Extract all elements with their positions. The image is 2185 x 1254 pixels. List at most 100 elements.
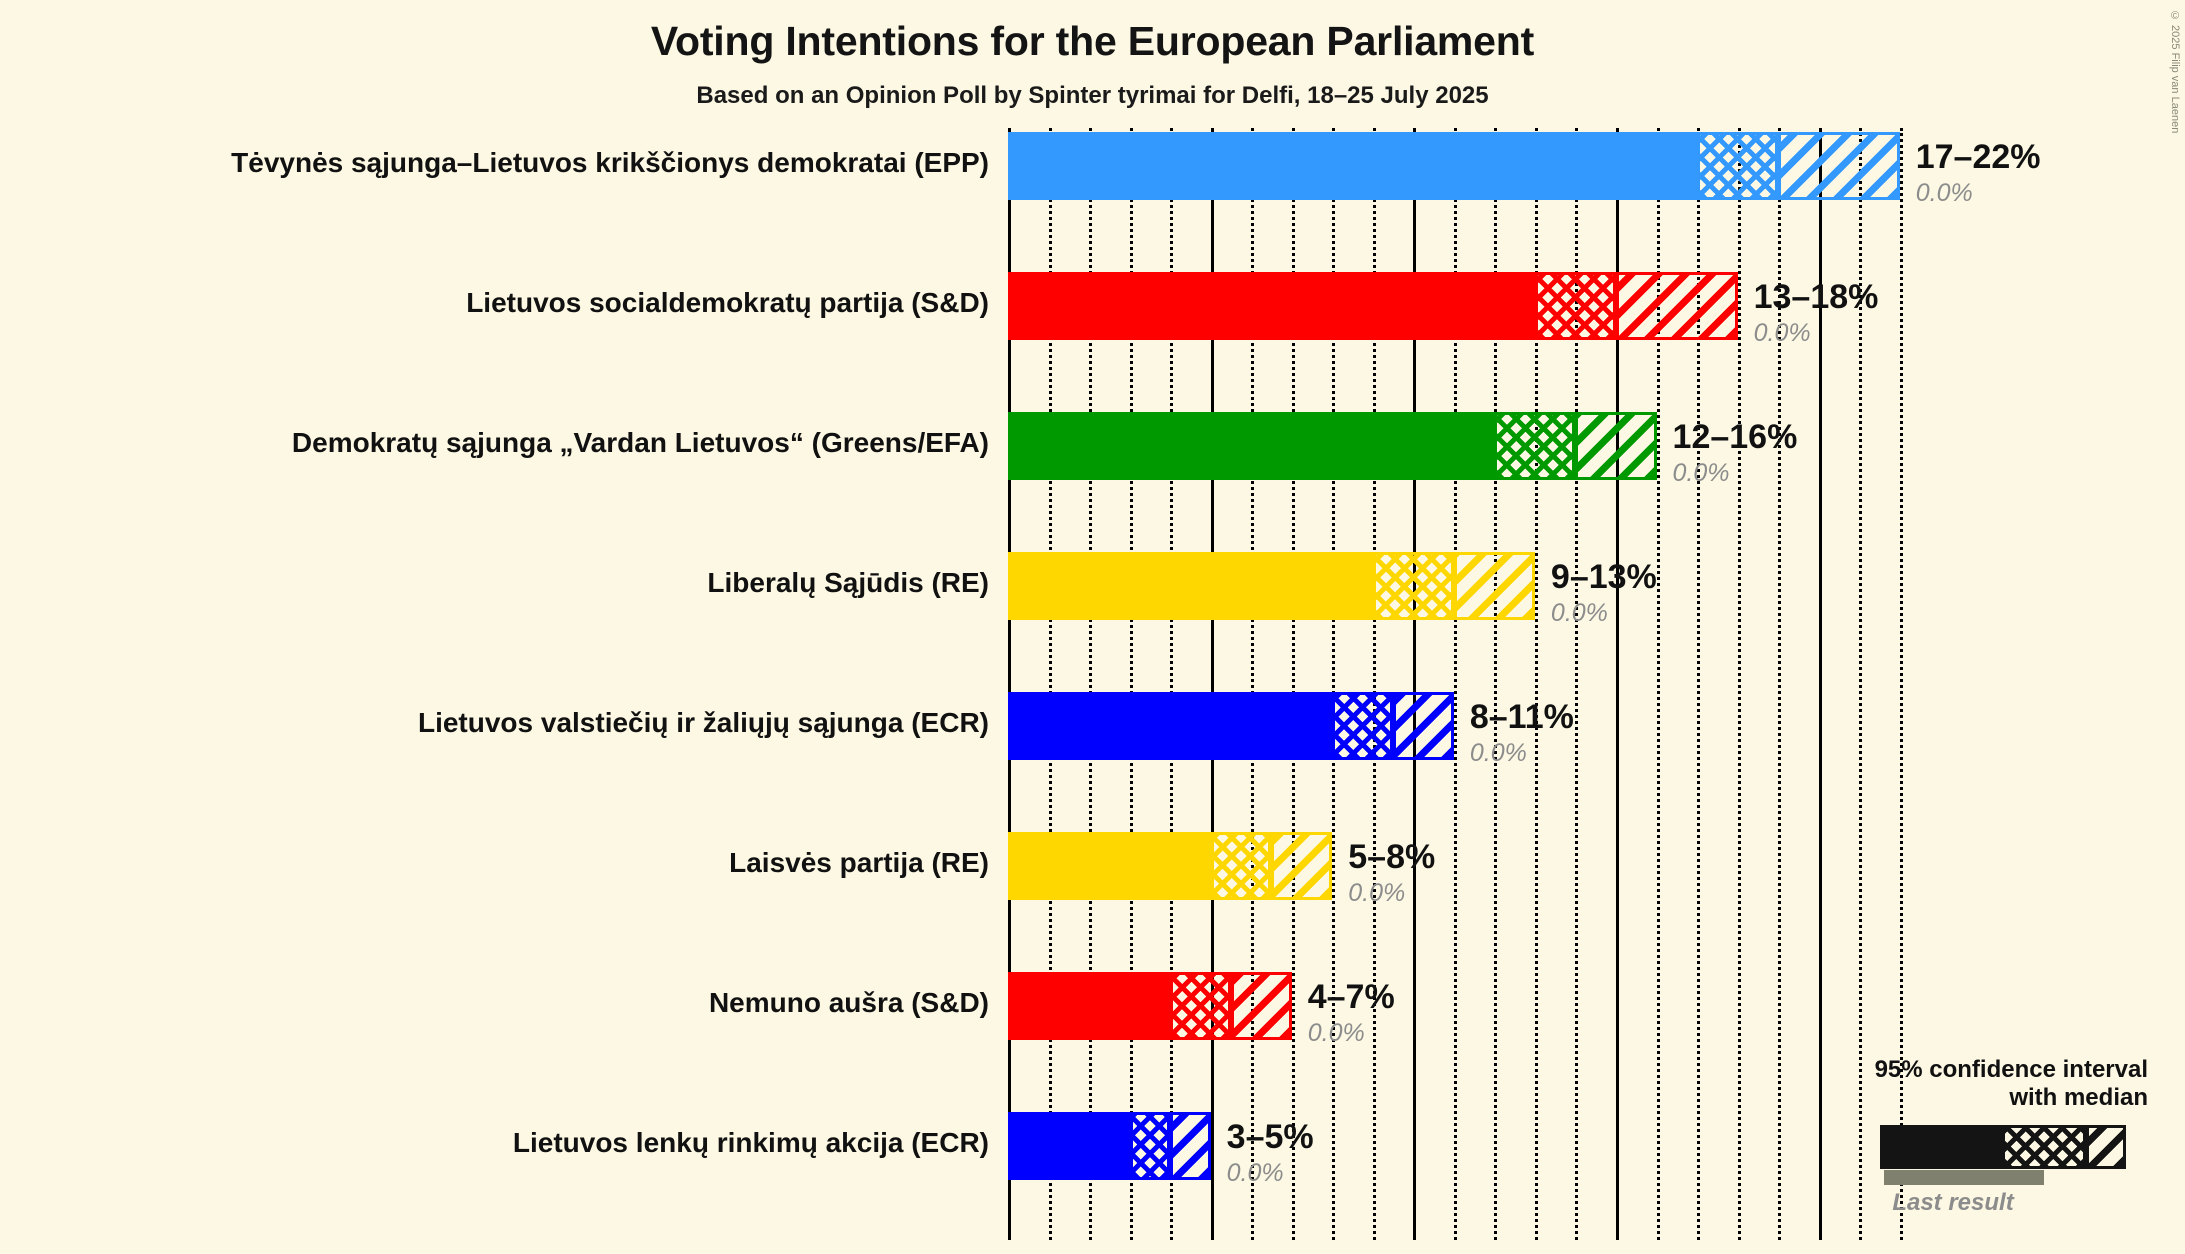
gridline-minor	[1048, 128, 1052, 1240]
confidence-interval-bar	[1008, 832, 1333, 900]
bar-segment-crosshatch	[1697, 132, 1779, 200]
confidence-interval-bar	[1008, 412, 1657, 480]
confidence-interval-bar	[1008, 132, 1900, 200]
bar-segment-solid	[1008, 1112, 1130, 1180]
confidence-interval-label: 4–7%	[1307, 978, 1395, 1016]
bar-segment-solid	[1008, 832, 1211, 900]
last-result-label: 0.0%	[1753, 319, 1811, 347]
confidence-interval-bar	[1008, 972, 1292, 1040]
gridline-minor	[1251, 128, 1255, 1240]
gridline-minor	[1129, 128, 1133, 1240]
confidence-interval-label: 17–22%	[1915, 138, 2041, 176]
bar-row: Liberalų Sąjūdis (RE) 9–13% 0.0%	[0, 548, 2185, 688]
value-label-group: 12–16% 0.0%	[1673, 420, 1798, 486]
gridline-minor	[1534, 128, 1538, 1240]
gridline-minor	[1291, 128, 1295, 1240]
plot-area	[1008, 128, 1920, 1240]
bar-segment-crosshatch	[1494, 412, 1576, 480]
last-result-label: 0.0%	[1469, 739, 1527, 767]
legend-sample-bars: Last result	[1780, 1124, 2170, 1216]
last-result-label: 0.0%	[1672, 459, 1730, 487]
legend-solid-segment	[1880, 1124, 2002, 1169]
bar-segment-crosshatch	[1332, 692, 1394, 760]
last-result-label: 0.0%	[1307, 1019, 1365, 1047]
bar-segment-solid	[1008, 692, 1333, 760]
gridline-major	[1008, 128, 1011, 1240]
bar-row: Lietuvos lenkų rinkimų akcija (ECR) 3–5% 0…	[0, 1108, 2185, 1248]
gridline-minor	[1453, 128, 1457, 1240]
confidence-interval-label: 8–11%	[1469, 698, 1574, 736]
legend-last-result-bar	[1884, 1169, 2044, 1185]
gridline-minor	[1778, 128, 1782, 1240]
value-label-group: 13–18% 0.0%	[1754, 280, 1879, 346]
confidence-interval-label: 3–5%	[1226, 1118, 1314, 1156]
bar-segment-diagonal	[1393, 692, 1454, 760]
party-label: Demokratų sąjunga „Vardan Lietuvos“ (Gre…	[291, 427, 989, 458]
party-label: Lietuvos valstiečių ir žaliųjų sąjunga (…	[417, 707, 989, 738]
bar-segment-diagonal	[1575, 412, 1657, 480]
last-result-label: 0.0%	[1348, 879, 1406, 907]
bar-segment-solid	[1008, 132, 1698, 200]
bar-segment-crosshatch	[1129, 1112, 1171, 1180]
gridline-minor	[1899, 128, 1903, 1240]
confidence-interval-label: 12–16%	[1672, 418, 1798, 456]
value-label-group: 8–11% 0.0%	[1470, 700, 1574, 766]
gridline-minor	[1170, 128, 1174, 1240]
legend-line-2: with median	[2009, 1084, 2148, 1112]
bar-row: Tėvynės sąjunga–Lietuvos krikščionys dem…	[0, 128, 2185, 268]
confidence-interval-bar	[1008, 692, 1454, 760]
gridline-minor	[1737, 128, 1741, 1240]
confidence-interval-bar	[1008, 552, 1535, 620]
party-label: Lietuvos socialdemokratų partija (S&D)	[466, 287, 989, 318]
bar-segment-solid	[1008, 412, 1495, 480]
bar-segment-solid	[1008, 972, 1171, 1040]
last-result-label: 0.0%	[1915, 179, 1973, 207]
bar-row: Lietuvos valstiečių ir žaliųjų sąjunga (…	[0, 688, 2185, 828]
confidence-interval-label: 13–18%	[1753, 278, 1879, 316]
bar-segment-diagonal	[1170, 1112, 1211, 1180]
bar-segment-diagonal	[1230, 972, 1292, 1040]
confidence-interval-bar	[1008, 1112, 1211, 1180]
bar-segment-crosshatch	[1210, 832, 1272, 900]
bar-row: Nemuno aušra (S&D) 4–7% 0.0%	[0, 968, 2185, 1108]
party-label: Nemuno aušra (S&D)	[708, 987, 989, 1018]
bar-row: Lietuvos socialdemokratų partija (S&D) 13…	[0, 268, 2185, 408]
gridline-minor	[1372, 128, 1376, 1240]
party-label: Liberalų Sąjūdis (RE)	[707, 567, 989, 598]
bar-row: Demokratų sąjunga „Vardan Lietuvos“ (Gre…	[0, 408, 2185, 548]
bar-segment-diagonal	[1778, 132, 1900, 200]
value-label-group: 3–5% 0.0%	[1227, 1120, 1314, 1186]
bar-segment-solid	[1008, 272, 1535, 340]
bar-segment-crosshatch	[1372, 552, 1454, 620]
bar-segment-crosshatch	[1170, 972, 1231, 1040]
value-label-group: 4–7% 0.0%	[1308, 980, 1395, 1046]
confidence-interval-bar	[1008, 272, 1738, 340]
value-label-group: 9–13% 0.0%	[1551, 560, 1657, 626]
gridline-minor	[1575, 128, 1579, 1240]
gridline-minor	[1332, 128, 1336, 1240]
bar-segment-diagonal	[1453, 552, 1535, 620]
gridline-major	[1818, 128, 1822, 1240]
copyright-notice: © 2025 Filip van Laenen	[2169, 10, 2181, 134]
gridline-minor	[1656, 128, 1660, 1240]
bar-segment-crosshatch	[1534, 272, 1616, 340]
confidence-interval-label: 9–13%	[1550, 558, 1657, 596]
gridline-major	[1210, 128, 1214, 1240]
page-title: Voting Intentions for the European Parli…	[650, 18, 1535, 64]
bar-segment-solid	[1008, 552, 1373, 620]
value-label-group: 5–8% 0.0%	[1348, 840, 1435, 906]
gridline-minor	[1697, 128, 1701, 1240]
legend-title: 95% confidence interval with median	[1780, 1056, 2170, 1113]
gridline-minor	[1859, 128, 1863, 1240]
bar-segment-diagonal	[1271, 832, 1333, 900]
gridline-minor	[1089, 128, 1093, 1240]
value-label-group: 17–22% 0.0%	[1916, 140, 2041, 206]
confidence-interval-label: 5–8%	[1348, 838, 1436, 876]
gridline-minor	[1494, 128, 1498, 1240]
legend-last-result-label: Last result	[1892, 1188, 2014, 1216]
party-label: Tėvynės sąjunga–Lietuvos krikščionys dem…	[231, 147, 989, 178]
bar-segment-diagonal	[1616, 272, 1738, 340]
last-result-label: 0.0%	[1226, 1159, 1284, 1187]
legend-crosshatch-segment	[2002, 1124, 2086, 1169]
